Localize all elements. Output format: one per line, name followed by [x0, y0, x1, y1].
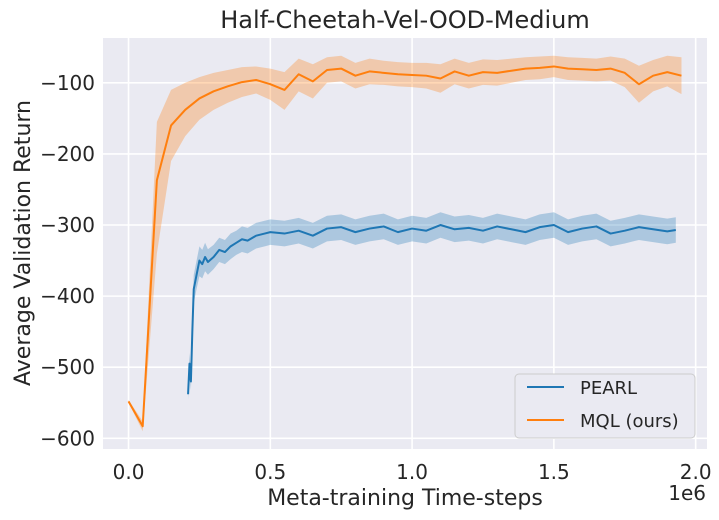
grid — [103, 38, 707, 449]
x-tick-label: 2.0 — [680, 460, 712, 484]
tick-labels: 0.0 0.5 1.0 1.5 2.0 −600 −500 −400 −300 −200 −100 — [40, 71, 712, 484]
x-tick-label: 0.5 — [254, 460, 286, 484]
y-axis-label: Average Validation Return — [11, 100, 36, 386]
x-tick-label: 1.5 — [538, 460, 570, 484]
y-tick-label: −100 — [40, 71, 95, 95]
legend-box — [514, 373, 696, 439]
x-offset-text: 1e6 — [668, 481, 706, 505]
series-line-pearl — [187, 224, 676, 395]
legend: PEARL MQL (ours) — [514, 373, 696, 439]
y-tick-label: −400 — [40, 284, 95, 308]
chart-title: Half-Cheetah-Vel-OOD-Medium — [220, 6, 590, 34]
y-tick-label: −200 — [40, 142, 95, 166]
confidence-band-mql — [128, 55, 682, 432]
series-line-mql — [127, 65, 682, 428]
legend-label-mql: MQL (ours) — [580, 411, 679, 432]
series-layer — [127, 55, 682, 432]
x-tick-label: 1.0 — [396, 460, 428, 484]
y-tick-label: −500 — [40, 355, 95, 379]
x-tick-label: 0.0 — [113, 460, 145, 484]
y-tick-label: −600 — [40, 426, 95, 450]
y-tick-label: −300 — [40, 213, 95, 237]
legend-label-pearl: PEARL — [580, 378, 637, 399]
x-axis-label: Meta-training Time-steps — [267, 486, 543, 511]
